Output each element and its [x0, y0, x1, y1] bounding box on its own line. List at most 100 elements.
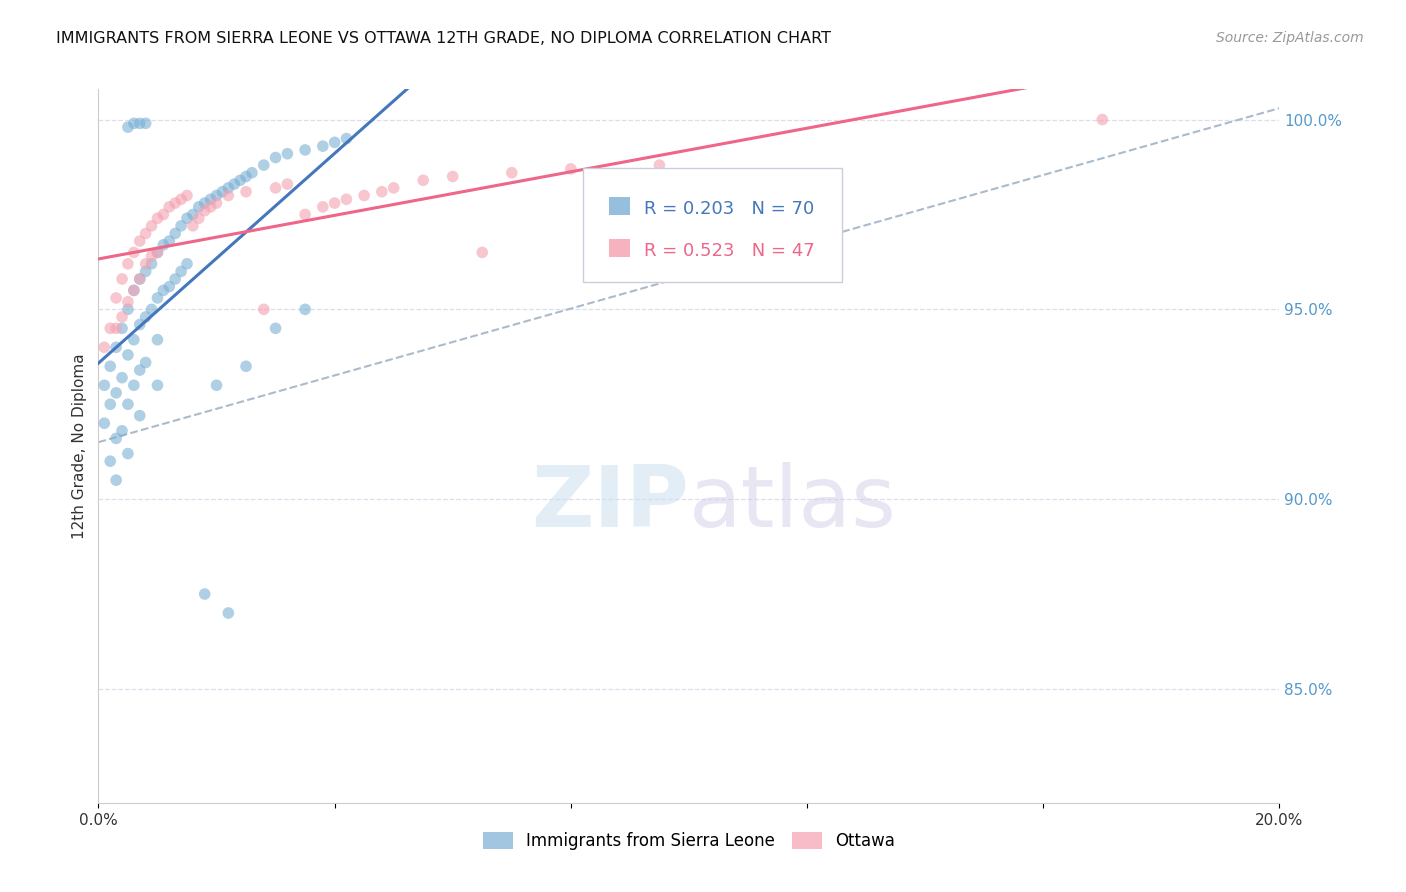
Point [648, 158, 671, 172]
Point [135, 257, 157, 271]
Point [141, 257, 163, 271]
Point [105, 291, 128, 305]
Point [165, 227, 187, 241]
Point [141, 249, 163, 263]
Point [152, 237, 174, 252]
Point [217, 188, 239, 202]
Point [122, 284, 145, 298]
Point [217, 181, 239, 195]
Point [205, 196, 228, 211]
Point [122, 245, 145, 260]
Point [117, 397, 139, 411]
Point [264, 321, 287, 335]
Point [135, 116, 157, 130]
Point [105, 340, 128, 354]
Point [135, 310, 157, 324]
Point [93, 340, 115, 354]
Point [146, 211, 169, 226]
Point [117, 294, 139, 309]
Point [276, 177, 298, 191]
Point [501, 166, 523, 180]
Point [135, 355, 157, 369]
Point [294, 302, 316, 317]
Point [122, 116, 145, 130]
Point [111, 424, 134, 438]
Point [128, 363, 150, 377]
Point [157, 279, 180, 293]
Text: atlas: atlas [689, 461, 897, 545]
Point [146, 333, 169, 347]
Point [240, 166, 263, 180]
Point [111, 272, 134, 286]
Point [141, 219, 163, 233]
Point [128, 272, 150, 286]
Text: Source: ZipAtlas.com: Source: ZipAtlas.com [1216, 31, 1364, 45]
Point [111, 321, 134, 335]
Point [441, 169, 464, 184]
Point [560, 161, 582, 176]
Point [117, 120, 139, 135]
Point [323, 196, 346, 211]
Point [93, 378, 115, 392]
Point [122, 284, 145, 298]
Text: ZIP: ZIP [531, 461, 689, 545]
Point [105, 385, 128, 400]
Point [122, 333, 145, 347]
FancyBboxPatch shape [609, 197, 630, 215]
Text: IMMIGRANTS FROM SIERRA LEONE VS OTTAWA 12TH GRADE, NO DIPLOMA CORRELATION CHART: IMMIGRANTS FROM SIERRA LEONE VS OTTAWA 1… [56, 31, 831, 46]
Point [105, 431, 128, 445]
Point [335, 131, 357, 145]
Point [181, 207, 204, 221]
Point [152, 207, 174, 221]
FancyBboxPatch shape [609, 239, 630, 257]
Point [165, 196, 187, 211]
Point [128, 409, 150, 423]
Point [176, 188, 198, 202]
Point [111, 370, 134, 384]
Point [276, 146, 298, 161]
Point [194, 196, 217, 211]
Point [111, 310, 134, 324]
Point [157, 234, 180, 248]
Point [128, 116, 150, 130]
Point [135, 264, 157, 278]
Point [200, 200, 222, 214]
Point [335, 192, 357, 206]
Point [135, 227, 157, 241]
Point [170, 264, 193, 278]
Text: R = 0.523   N = 47: R = 0.523 N = 47 [644, 242, 815, 260]
Point [294, 207, 316, 221]
Point [253, 158, 276, 172]
Point [187, 200, 209, 214]
Point [146, 378, 169, 392]
Point [170, 219, 193, 233]
Point [157, 200, 180, 214]
Point [224, 177, 246, 191]
Point [117, 348, 139, 362]
Point [471, 245, 494, 260]
Point [323, 136, 346, 150]
Point [412, 173, 434, 187]
Point [105, 321, 128, 335]
Point [152, 284, 174, 298]
Point [1091, 112, 1114, 127]
Point [98, 359, 121, 374]
Point [105, 473, 128, 487]
Point [176, 257, 198, 271]
Legend: Immigrants from Sierra Leone, Ottawa: Immigrants from Sierra Leone, Ottawa [475, 824, 903, 859]
FancyBboxPatch shape [582, 168, 842, 282]
Point [98, 321, 121, 335]
Point [176, 211, 198, 226]
Point [170, 192, 193, 206]
Point [235, 185, 257, 199]
Point [128, 318, 150, 332]
Point [211, 185, 233, 199]
Point [235, 359, 257, 374]
Point [93, 416, 115, 430]
Point [217, 606, 239, 620]
Point [194, 587, 217, 601]
Point [312, 200, 335, 214]
Point [187, 211, 209, 226]
Point [141, 302, 163, 317]
Point [181, 219, 204, 233]
